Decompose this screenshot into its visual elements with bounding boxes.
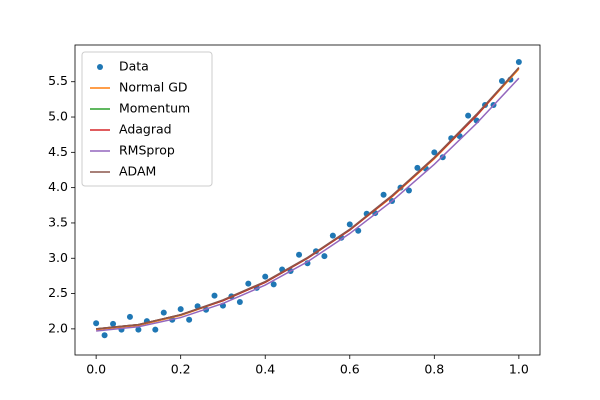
data-point bbox=[346, 221, 353, 228]
y-tick-label: 4.0 bbox=[48, 179, 68, 194]
data-point bbox=[262, 273, 269, 280]
data-point bbox=[245, 280, 252, 287]
legend-label: Adagrad bbox=[119, 122, 172, 137]
y-tick-label: 2.5 bbox=[48, 285, 68, 300]
data-point bbox=[186, 316, 193, 323]
y-tick-label: 3.5 bbox=[48, 214, 68, 229]
data-point bbox=[93, 320, 100, 327]
x-tick-label: 0.4 bbox=[255, 362, 275, 377]
legend-label: Normal GD bbox=[119, 80, 188, 95]
legend: Data Normal GD Momentum Adagrad RMSprop ADAM bbox=[81, 51, 213, 187]
data-point bbox=[177, 306, 184, 313]
data-point bbox=[329, 232, 336, 239]
data-point bbox=[431, 149, 438, 156]
legend-marker bbox=[97, 64, 103, 70]
data-point bbox=[270, 281, 277, 288]
data-point bbox=[236, 299, 243, 306]
x-tick-label: 0.6 bbox=[340, 362, 360, 377]
y-tick-label: 4.5 bbox=[48, 144, 68, 159]
legend-label: Data bbox=[119, 59, 149, 74]
y-tick-label: 5.5 bbox=[48, 73, 68, 88]
data-point bbox=[465, 112, 472, 119]
legend-label: RMSprop bbox=[119, 143, 175, 158]
legend-label: Momentum bbox=[119, 101, 190, 116]
data-point bbox=[110, 320, 117, 327]
data-point bbox=[152, 326, 159, 333]
series-line bbox=[96, 67, 520, 330]
legend-label: ADAM bbox=[119, 164, 156, 179]
plot-frame bbox=[74, 44, 541, 356]
data-point bbox=[135, 326, 142, 333]
x-tick-label: 0.0 bbox=[86, 362, 106, 377]
data-point bbox=[498, 78, 505, 85]
data-point bbox=[296, 251, 303, 258]
data-point bbox=[321, 253, 328, 260]
data-point bbox=[405, 187, 412, 194]
data-point bbox=[304, 260, 311, 267]
data-point bbox=[160, 309, 167, 316]
legend-box bbox=[81, 51, 213, 187]
data-point bbox=[414, 164, 421, 171]
data-point bbox=[355, 227, 362, 234]
y-tick-label: 2.0 bbox=[48, 320, 68, 335]
y-tick-label: 3.0 bbox=[48, 250, 68, 265]
data-point bbox=[515, 58, 522, 65]
data-point bbox=[101, 332, 108, 339]
data-point bbox=[439, 154, 446, 161]
x-tick-label: 0.8 bbox=[424, 362, 444, 377]
data-point bbox=[126, 313, 133, 320]
y-tick-label: 5.0 bbox=[48, 109, 68, 124]
data-point bbox=[380, 191, 387, 198]
x-tick-label: 1.0 bbox=[509, 362, 529, 377]
x-tick-label: 0.2 bbox=[171, 362, 191, 377]
series-line bbox=[96, 77, 520, 332]
data-point bbox=[211, 292, 218, 299]
